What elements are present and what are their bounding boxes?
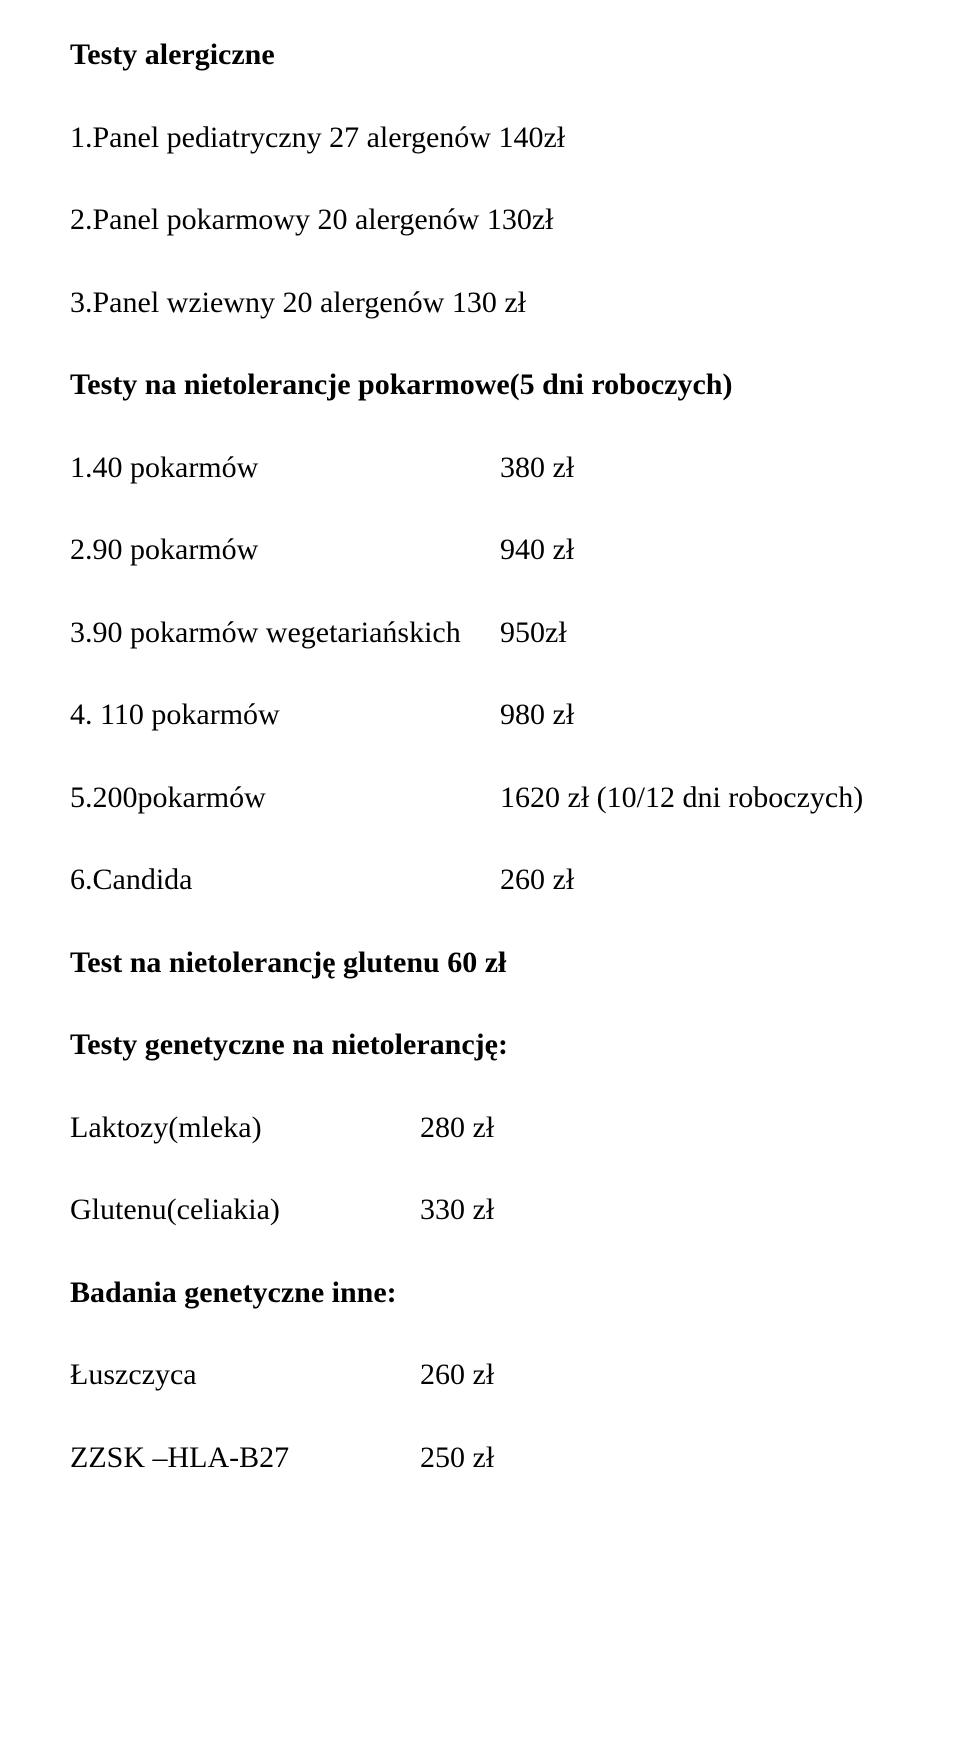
intolerance-row: 5.200pokarmów 1620 zł (10/12 dni roboczy… (70, 781, 890, 816)
intolerance-value: 260 zł (500, 863, 574, 898)
intolerance-value: 950zł (500, 616, 567, 651)
genetic-label: Laktozy(mleka) (70, 1111, 420, 1146)
intolerance-label: 4. 110 pokarmów (70, 698, 500, 733)
intolerance-label: 6.Candida (70, 863, 500, 898)
intolerance-label: 5.200pokarmów (70, 781, 500, 816)
panel-line-1: 1.Panel pediatryczny 27 alergenów 140zł (70, 121, 890, 156)
genetic-value: 330 zł (420, 1193, 494, 1228)
panel-line-2: 2.Panel pokarmowy 20 alergenów 130zł (70, 203, 890, 238)
section-title-intolerance: Testy na nietolerancje pokarmowe(5 dni r… (70, 368, 890, 403)
intolerance-value: 940 zł (500, 533, 574, 568)
section-title-genetic: Testy genetyczne na nietolerancję: (70, 1028, 890, 1063)
intolerance-label: 2.90 pokarmów (70, 533, 500, 568)
gluten-line: Test na nietolerancję glutenu 60 zł (70, 946, 890, 981)
intolerance-row: 1.40 pokarmów 380 zł (70, 451, 890, 486)
other-value: 260 zł (420, 1358, 494, 1393)
section-title-other-genetic: Badania genetyczne inne: (70, 1276, 890, 1311)
intolerance-label: 3.90 pokarmów wegetariańskich (70, 616, 500, 651)
page-title: Testy alergiczne (70, 38, 890, 73)
intolerance-value: 980 zł (500, 698, 574, 733)
intolerance-row: 4. 110 pokarmów 980 zł (70, 698, 890, 733)
genetic-value: 280 zł (420, 1111, 494, 1146)
panel-line-3: 3.Panel wziewny 20 alergenów 130 zł (70, 286, 890, 321)
genetic-row: Laktozy(mleka) 280 zł (70, 1111, 890, 1146)
intolerance-value: 1620 zł (10/12 dni roboczych) (500, 781, 863, 816)
intolerance-row: 3.90 pokarmów wegetariańskich 950zł (70, 616, 890, 651)
intolerance-label: 1.40 pokarmów (70, 451, 500, 486)
other-label: Łuszczyca (70, 1358, 420, 1393)
other-row: ZZSK –HLA-B27 250 zł (70, 1441, 890, 1476)
genetic-label: Glutenu(celiakia) (70, 1193, 420, 1228)
intolerance-row: 2.90 pokarmów 940 zł (70, 533, 890, 568)
other-row: Łuszczyca 260 zł (70, 1358, 890, 1393)
intolerance-row: 6.Candida 260 zł (70, 863, 890, 898)
intolerance-value: 380 zł (500, 451, 574, 486)
other-label: ZZSK –HLA-B27 (70, 1441, 420, 1476)
genetic-row: Glutenu(celiakia) 330 zł (70, 1193, 890, 1228)
other-value: 250 zł (420, 1441, 494, 1476)
